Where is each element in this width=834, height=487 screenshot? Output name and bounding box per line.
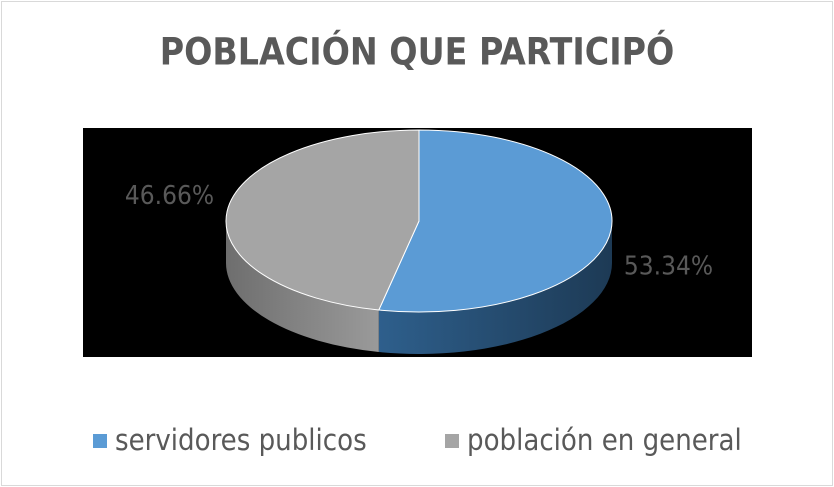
data-label: 46.66%: [125, 181, 214, 211]
legend-label: servidores publicos: [115, 423, 367, 457]
legend-swatch: [93, 434, 107, 448]
legend-label: población en general: [467, 423, 742, 457]
chart-title: POBLACIÓN QUE PARTICIPÓ: [160, 30, 675, 74]
pie-slice-side: [378, 221, 612, 354]
pie: 53.34% 46.66%: [125, 129, 713, 354]
pie-slice: [225, 129, 420, 311]
pie-slice: [378, 129, 613, 313]
data-label: 53.34%: [624, 251, 713, 281]
legend: servidores publicos población en general: [93, 423, 742, 457]
legend-swatch: [445, 434, 459, 448]
pie-slice-side: [226, 221, 379, 353]
